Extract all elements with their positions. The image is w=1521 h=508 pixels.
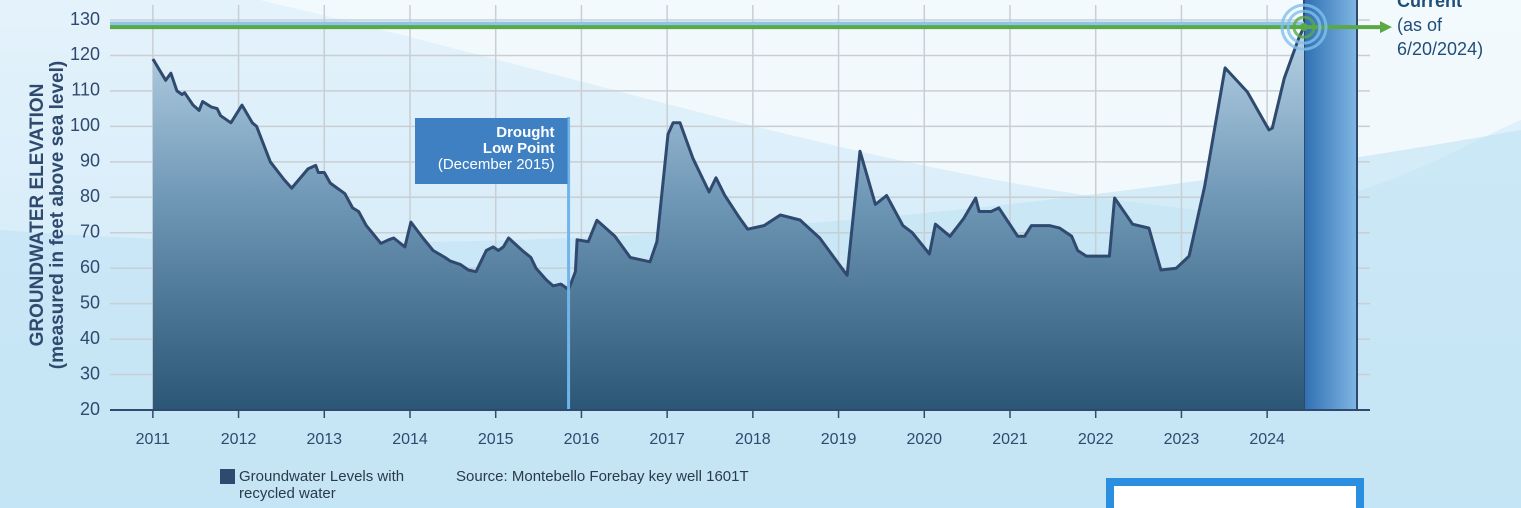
y-tick-label: 100 xyxy=(70,115,100,135)
y-tick-label: 20 xyxy=(80,399,100,419)
y-tick-label: 40 xyxy=(80,328,100,348)
y-tick-label: 80 xyxy=(80,186,100,206)
y-tick-label: 110 xyxy=(71,80,100,100)
x-tick-label: 2015 xyxy=(478,431,514,448)
source-note: Source: Montebello Forebay key well 1601… xyxy=(456,468,749,485)
current-annotation: Current xyxy=(1397,0,1462,11)
x-tick-label: 2019 xyxy=(821,431,857,448)
low-point-annotation: Low Point xyxy=(483,140,555,157)
x-tick-label: 2020 xyxy=(906,431,942,448)
y-tick-label: 70 xyxy=(80,221,100,241)
y-axis-label: GROUNDWATER ELEVATION xyxy=(27,84,48,347)
y-tick-label: 90 xyxy=(80,151,100,171)
y-tick-label: 50 xyxy=(80,292,100,312)
page: Current(as of6/20/2024)DroughtLow Point(… xyxy=(0,0,1521,508)
x-tick-label: 2022 xyxy=(1078,431,1114,448)
current-annotation: (as of xyxy=(1397,15,1443,35)
low-point-annotation: Drought xyxy=(496,124,554,141)
legend-label: Groundwater Levels with recycled water xyxy=(239,468,409,502)
current-annotation: 6/20/2024) xyxy=(1397,39,1483,59)
y-tick-label: 130 xyxy=(70,9,100,29)
current-marker xyxy=(1300,23,1308,31)
x-tick-label: 2012 xyxy=(221,431,257,448)
y-tick-label: 30 xyxy=(80,363,100,383)
logo-box xyxy=(1110,482,1360,508)
x-tick-label: 2024 xyxy=(1249,431,1285,448)
current-column xyxy=(1304,0,1357,410)
x-tick-label: 2013 xyxy=(306,431,342,448)
legend-swatch xyxy=(220,469,235,484)
x-tick-label: 2018 xyxy=(735,431,771,448)
y-tick-label: 60 xyxy=(80,257,100,277)
x-tick-label: 2016 xyxy=(564,431,600,448)
x-tick-label: 2021 xyxy=(992,431,1028,448)
x-tick-label: 2011 xyxy=(136,431,171,448)
x-tick-label: 2023 xyxy=(1164,431,1200,448)
x-tick-label: 2014 xyxy=(392,431,428,448)
low-point-annotation: (December 2015) xyxy=(438,156,555,173)
x-tick-label: 2017 xyxy=(649,431,685,448)
chart: Current(as of6/20/2024)DroughtLow Point(… xyxy=(0,0,1521,508)
y-tick-label: 120 xyxy=(70,44,100,64)
y-axis-label: (measured in feet above sea level) xyxy=(47,61,68,369)
